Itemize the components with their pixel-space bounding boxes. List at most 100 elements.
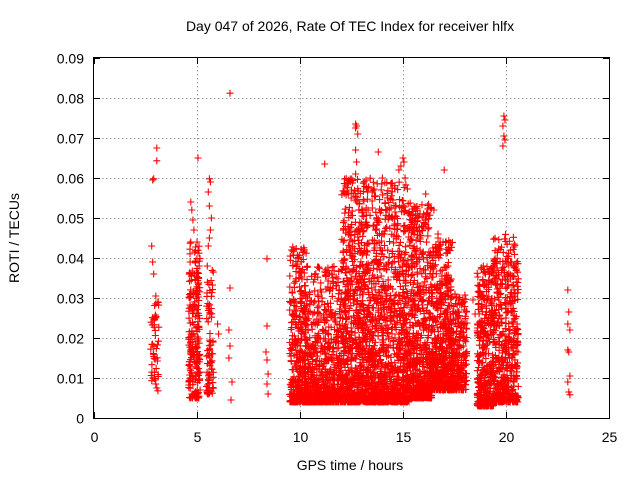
- data-point: [301, 385, 309, 393]
- data-point: [209, 338, 217, 346]
- data-point: [203, 278, 211, 286]
- data-point: [327, 306, 335, 314]
- data-point: [334, 359, 342, 366]
- data-point: [193, 365, 201, 372]
- data-point: [208, 266, 216, 274]
- data-point: [155, 323, 163, 331]
- data-point: [293, 386, 301, 394]
- data-point: [322, 271, 330, 279]
- data-point: [154, 371, 162, 379]
- data-point: [291, 297, 299, 305]
- data-point: [149, 374, 157, 382]
- data-point: [195, 394, 203, 402]
- data-point: [307, 367, 315, 375]
- data-point: [186, 291, 194, 298]
- data-point: [206, 330, 214, 337]
- data-point: [308, 297, 315, 305]
- data-point: [194, 309, 202, 317]
- data-point: [423, 301, 431, 309]
- data-point: [193, 283, 201, 291]
- data-point: [289, 332, 296, 340]
- data-point: [320, 335, 328, 343]
- data-point: [313, 321, 321, 329]
- data-point: [316, 390, 324, 398]
- data-point: [364, 188, 372, 196]
- data-point: [195, 274, 203, 282]
- data-point: [185, 378, 193, 386]
- data-point: [186, 384, 194, 392]
- data-point: [190, 352, 197, 360]
- data-point: [189, 338, 197, 346]
- data-point: [194, 337, 202, 345]
- data-point: [320, 346, 328, 354]
- data-point: [331, 326, 338, 334]
- data-point: [286, 252, 294, 260]
- data-point: [305, 364, 313, 372]
- data-point: [321, 355, 329, 363]
- data-point: [323, 382, 331, 390]
- data-point: [313, 376, 321, 384]
- data-point: [192, 359, 200, 367]
- data-point: [335, 290, 343, 298]
- data-point: [204, 300, 212, 308]
- data-point: [311, 332, 319, 340]
- data-point: [189, 302, 197, 310]
- data-point: [325, 311, 333, 319]
- data-point: [298, 307, 306, 314]
- data-point: [204, 351, 212, 359]
- data-point: [207, 305, 215, 312]
- data-point: [301, 382, 308, 390]
- data-point: [151, 313, 159, 321]
- data-point: [187, 286, 195, 294]
- data-point: [288, 289, 296, 297]
- data-point: [372, 208, 380, 216]
- data-point: [308, 325, 316, 333]
- data-point: [377, 186, 385, 194]
- data-point: [332, 273, 340, 281]
- data-point: [293, 351, 301, 359]
- data-point: [328, 356, 336, 364]
- data-point: [325, 375, 333, 383]
- data-point: [292, 275, 300, 283]
- data-point: [384, 246, 392, 254]
- data-point: [329, 278, 337, 286]
- data-point: [193, 255, 201, 263]
- data-point: [298, 275, 306, 283]
- data-point: [290, 313, 298, 320]
- data-point: [331, 310, 339, 318]
- data-point: [313, 357, 321, 365]
- data-point: [509, 233, 517, 241]
- data-point: [206, 309, 214, 317]
- data-point: [291, 284, 298, 292]
- data-point: [186, 239, 194, 247]
- data-point: [324, 264, 332, 272]
- data-point: [424, 232, 432, 240]
- data-point: [429, 298, 437, 306]
- data-point: [305, 375, 313, 382]
- data-point: [186, 333, 194, 341]
- data-point: [153, 357, 161, 365]
- data-point: [386, 238, 393, 245]
- data-point: [189, 391, 197, 398]
- data-point: [186, 394, 194, 402]
- data-point: [292, 268, 300, 276]
- data-point: [189, 309, 196, 317]
- data-point: [195, 293, 203, 301]
- data-point: [308, 272, 316, 280]
- data-point: [313, 398, 321, 406]
- data-point: [289, 262, 297, 270]
- data-point: [298, 298, 305, 306]
- data-point: [299, 248, 307, 256]
- data-point: [324, 299, 332, 307]
- data-point: [336, 305, 344, 313]
- data-point: [207, 359, 215, 367]
- data-point: [330, 316, 338, 324]
- data-point: [332, 338, 340, 345]
- data-point: [326, 287, 333, 295]
- data-point: [292, 342, 300, 350]
- data-point: [369, 178, 377, 186]
- data-point: [297, 370, 305, 378]
- data-point: [185, 360, 193, 368]
- data-point: [304, 310, 312, 318]
- data-point: [293, 260, 301, 268]
